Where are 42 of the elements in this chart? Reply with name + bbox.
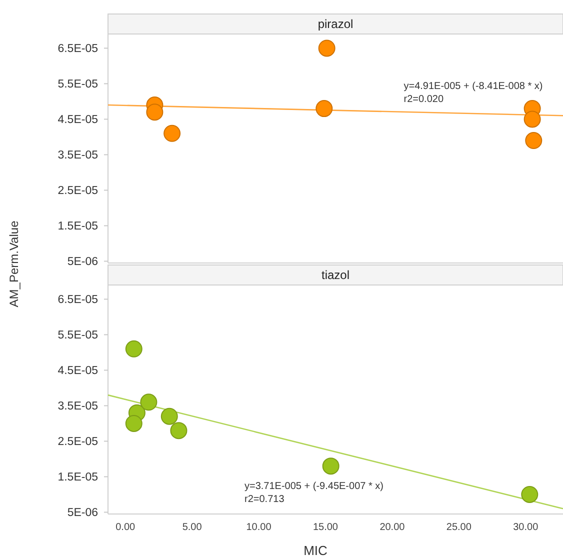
- point: [322, 458, 340, 475]
- y-tick-label: 4.5E-05: [58, 365, 98, 378]
- y-tick-label: 5.5E-05: [58, 330, 98, 342]
- y-tick-label: 1.5E-05: [58, 220, 98, 233]
- x-tick-label: 20.00: [380, 522, 406, 533]
- y-tick-label: 5E-06: [67, 507, 98, 520]
- point: [164, 124, 181, 142]
- y-axis-title: AM_Perm.Value: [7, 220, 21, 308]
- y-tick-label: 3.5E-05: [58, 400, 98, 413]
- y-tick-label: 6.5E-05: [58, 43, 98, 56]
- point: [318, 40, 336, 57]
- point: [524, 110, 541, 128]
- point: [140, 394, 158, 411]
- chart-title: pirazol: [318, 17, 354, 31]
- chart-title: tiazol: [321, 268, 350, 282]
- y-tick-label: 4.5E-05: [58, 114, 98, 126]
- x-tick-label: 5.00: [182, 522, 202, 533]
- y-tick-label: 5.5E-05: [58, 78, 98, 91]
- x-axis-title: MIC: [304, 543, 328, 558]
- point: [125, 340, 142, 358]
- y-tick-label: 2.5E-05: [58, 185, 98, 198]
- y-tick-label: 1.5E-05: [58, 472, 98, 484]
- point: [170, 422, 188, 440]
- point: [146, 104, 164, 121]
- point: [521, 486, 538, 503]
- y-tick-label: 3.5E-05: [58, 150, 98, 162]
- x-tick-label: 30.00: [513, 522, 539, 533]
- annotation: r2=0.020: [404, 94, 444, 105]
- point: [316, 100, 333, 118]
- x-tick-label: 15.00: [312, 522, 338, 533]
- annotation: r2=0.713: [244, 494, 285, 505]
- y-tick-label: 2.5E-05: [58, 436, 98, 448]
- point: [525, 132, 542, 149]
- point: [160, 408, 178, 425]
- y-tick-label: 6.5E-05: [58, 294, 98, 306]
- point: [125, 414, 142, 432]
- x-tick-label: 25.00: [446, 522, 472, 533]
- x-tick-label: 0.00: [116, 522, 136, 533]
- y-tick-label: 5E-06: [67, 256, 98, 268]
- x-tick-label: 10.00: [246, 522, 272, 533]
- annotation: y=4.91E-005 + (-8.41E-008 * x): [404, 80, 543, 92]
- annotation: y=3.71E-005 + (-9.45E-007 * x): [244, 480, 384, 492]
